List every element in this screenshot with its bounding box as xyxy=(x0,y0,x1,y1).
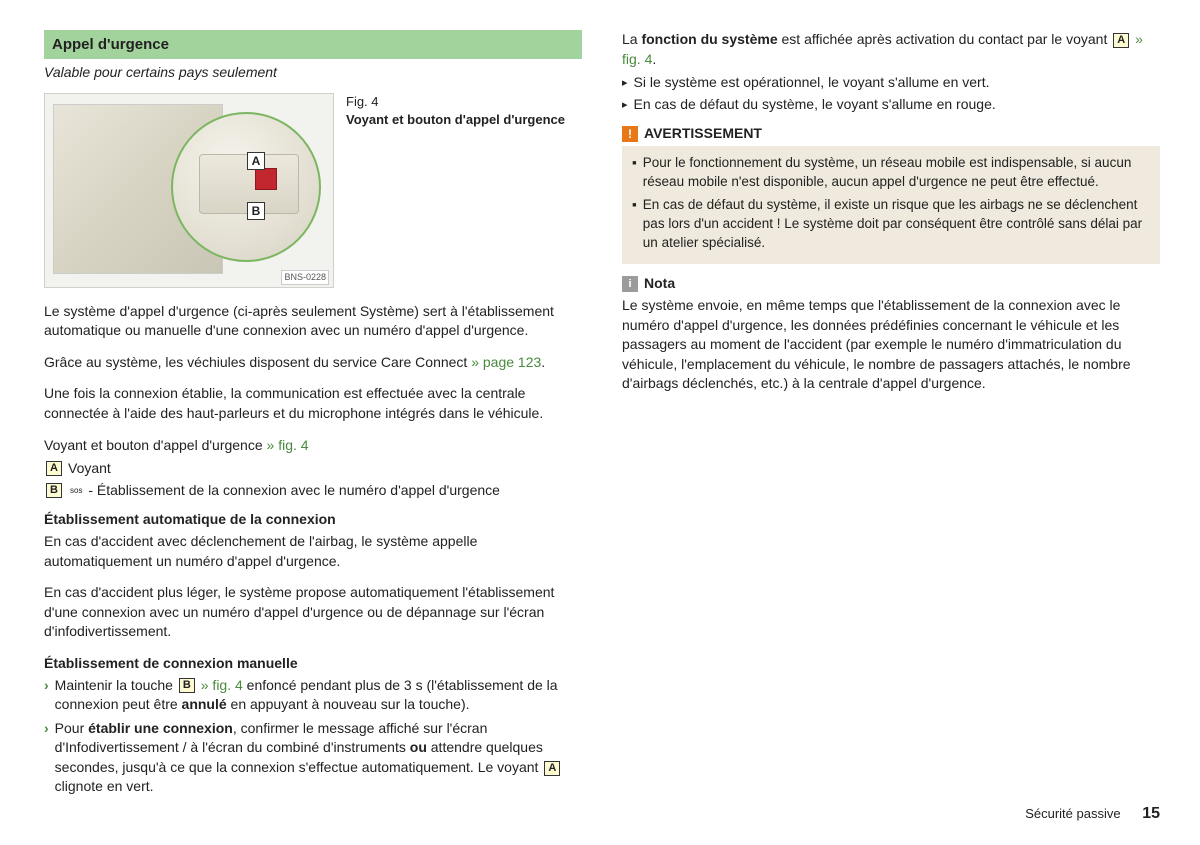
bold-ou: ou xyxy=(410,739,427,755)
subhead-manual: Établissement de connexion manuelle xyxy=(44,654,582,674)
status-list: Si le système est opérationnel, le voyan… xyxy=(622,73,1160,114)
legend-item-b: B sos - Établissement de la connexion av… xyxy=(44,481,582,501)
page-content: Appel d'urgence Valable pour certains pa… xyxy=(0,0,1200,801)
text: En cas de défaut du système, il existe u… xyxy=(643,196,1150,253)
paragraph-function: La fonction du système est affichée aprè… xyxy=(622,30,1160,69)
status-green: Si le système est opérationnel, le voyan… xyxy=(622,73,1160,93)
text: . xyxy=(541,354,545,370)
text: en appuyant à nouveau sur la touche). xyxy=(227,696,470,712)
warning-title: AVERTISSEMENT xyxy=(644,124,762,144)
figure-code: BNS-0228 xyxy=(281,270,329,285)
text: est affichée après activation du contact… xyxy=(778,31,1112,47)
warning-heading: ! AVERTISSEMENT xyxy=(622,124,1160,144)
warning-item-1: Pour le fonctionnement du système, un ré… xyxy=(632,154,1150,192)
manual-step-2: Pour établir une connexion, confirmer le… xyxy=(44,719,582,797)
manual-step-1: Maintenir la touche B » fig. 4 enfoncé p… xyxy=(44,676,582,715)
page-number: 15 xyxy=(1142,805,1160,822)
status-red: En cas de défaut du système, le voyant s… xyxy=(622,95,1160,115)
figure-number: Fig. 4 xyxy=(346,93,565,111)
paragraph-connection: Une fois la connexion établie, la commun… xyxy=(44,384,582,423)
callout-a-icon: A xyxy=(247,152,265,170)
validity-note: Valable pour certains pays seulement xyxy=(44,63,582,83)
legend-item-a: A Voyant xyxy=(44,459,582,479)
text: Pour xyxy=(55,720,88,736)
warning-item-2: En cas de défaut du système, il existe u… xyxy=(632,196,1150,253)
warning-box: Pour le fonctionnement du système, un ré… xyxy=(622,146,1160,264)
page-link-123[interactable]: » page 123 xyxy=(471,354,541,370)
figure-caption: Fig. 4 Voyant et bouton d'appel d'urgenc… xyxy=(346,93,565,288)
label-box-a-right: A xyxy=(1113,33,1129,48)
text: En cas de défaut du système, le voyant s… xyxy=(634,95,996,115)
sos-icon: sos xyxy=(70,486,82,495)
paragraph-intro: Le système d'appel d'urgence (ci-après s… xyxy=(44,302,582,341)
text: Si le système est opérationnel, le voyan… xyxy=(634,73,990,93)
info-icon: i xyxy=(622,276,638,292)
paragraph-careconnect: Grâce au système, les véchiules disposen… xyxy=(44,353,582,373)
manual-steps-list: Maintenir la touche B » fig. 4 enfoncé p… xyxy=(44,676,582,798)
section-header: Appel d'urgence xyxy=(44,30,582,59)
figure-row: A B BNS-0228 Fig. 4 Voyant et bouton d'a… xyxy=(44,93,582,288)
legend-text-a: Voyant xyxy=(68,459,111,479)
nota-title: Nota xyxy=(644,274,675,294)
page-footer: Sécurité passive 15 xyxy=(1025,803,1160,825)
text: Maintenir la touche xyxy=(55,677,177,693)
legend-text-b: sos - Établissement de la connexion avec… xyxy=(68,481,500,501)
paragraph-auto1: En cas d'accident avec déclenchement de … xyxy=(44,532,582,571)
text: Pour le fonctionnement du système, un ré… xyxy=(643,154,1150,192)
text: . xyxy=(652,51,656,67)
fig-link-4a[interactable]: » fig. 4 xyxy=(267,437,309,453)
left-column: Appel d'urgence Valable pour certains pa… xyxy=(44,30,582,801)
text: Voyant et bouton d'appel d'urgence xyxy=(44,437,267,453)
subhead-auto: Établissement automatique de la connexio… xyxy=(44,510,582,530)
text: Grâce au système, les véchiules disposen… xyxy=(44,354,471,370)
bold-fonction: fonction du système xyxy=(641,31,777,47)
sos-button-graphic xyxy=(255,168,277,190)
footer-section: Sécurité passive xyxy=(1025,806,1120,821)
figure-4-image: A B BNS-0228 xyxy=(44,93,334,288)
text: clignote en vert. xyxy=(55,778,154,794)
figure-title: Voyant et bouton d'appel d'urgence xyxy=(346,111,565,129)
bold-annule: annulé xyxy=(182,696,227,712)
paragraph-auto2: En cas d'accident plus léger, le système… xyxy=(44,583,582,642)
bold-etablir: établir une connexion xyxy=(88,720,233,736)
nota-text: Le système envoie, en même temps que l'é… xyxy=(622,296,1160,394)
label-box-a: A xyxy=(46,461,62,476)
text: - Établissement de la connexion avec le … xyxy=(84,482,500,498)
paragraph-fig-ref: Voyant et bouton d'appel d'urgence » fig… xyxy=(44,436,582,456)
label-box-a-inline: A xyxy=(544,761,560,776)
label-box-b: B xyxy=(46,483,62,498)
fig-link-4b[interactable]: » fig. 4 xyxy=(197,677,243,693)
warning-icon: ! xyxy=(622,126,638,142)
text: La xyxy=(622,31,641,47)
right-column: La fonction du système est affichée aprè… xyxy=(622,30,1160,801)
nota-heading: i Nota xyxy=(622,274,1160,294)
callout-b-icon: B xyxy=(247,202,265,220)
label-box-b-inline: B xyxy=(179,678,195,693)
